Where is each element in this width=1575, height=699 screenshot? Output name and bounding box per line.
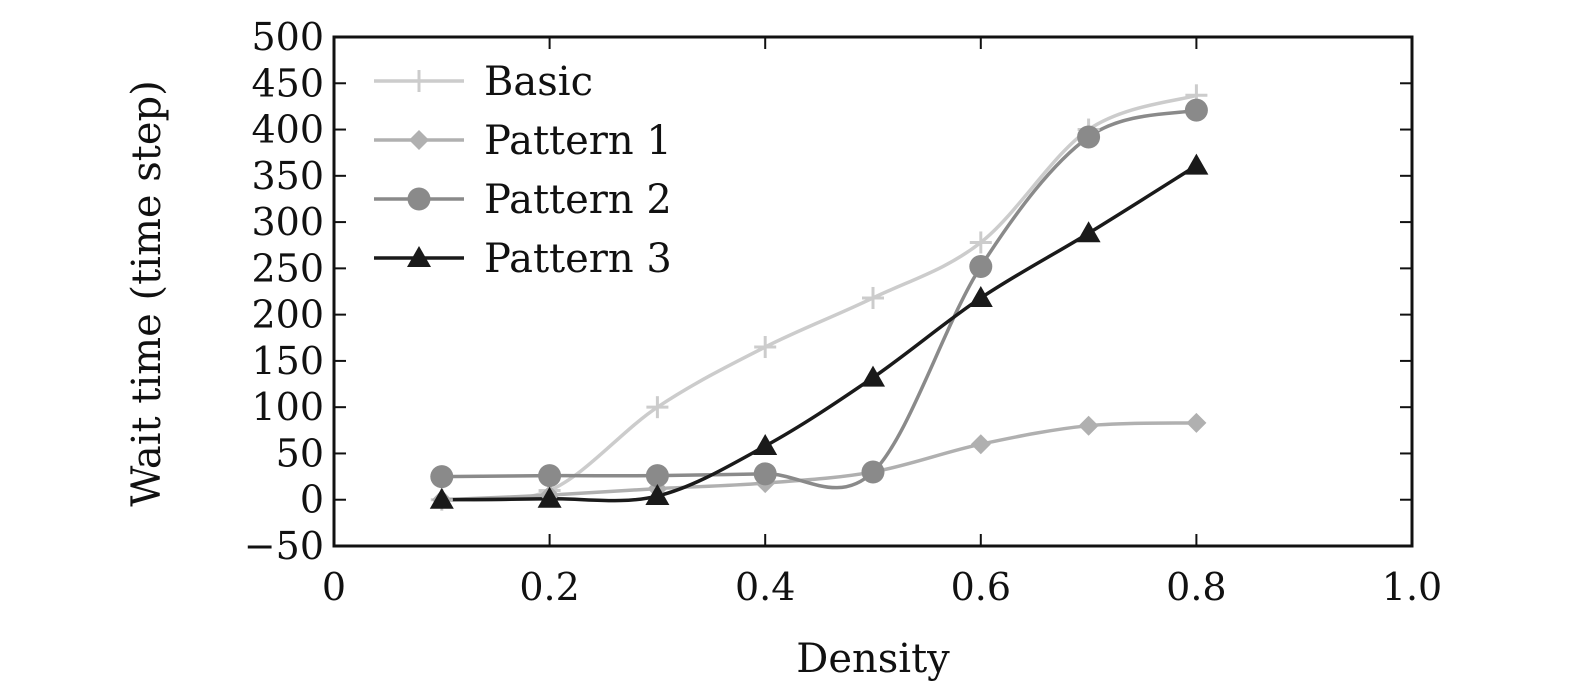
data-point-3 [968, 285, 993, 307]
x-tick-label: 1.0 [1382, 565, 1442, 609]
x-tick-label: 0.4 [735, 565, 795, 609]
legend-item: Pattern 3 [374, 236, 672, 282]
plot-frame [332, 35, 1414, 548]
data-point-3 [537, 486, 562, 508]
legend-label: Pattern 2 [484, 177, 672, 223]
y-tick-label: 100 [251, 385, 324, 429]
y-tick-label: −50 [244, 524, 324, 568]
series-line-0 [441, 93, 1197, 503]
data-point-2 [753, 462, 777, 486]
data-point-3 [429, 487, 454, 509]
x-tick-label: 0.8 [1166, 565, 1226, 609]
legend-item: Basic [374, 59, 593, 105]
x-tick-label: 0 [322, 565, 346, 609]
data-point-2 [1077, 125, 1101, 149]
x-tick-label: 0.6 [951, 565, 1011, 609]
legend-marker [409, 130, 429, 150]
y-tick-label: 50 [276, 431, 324, 475]
y-tick-label: 400 [251, 108, 324, 152]
data-point-2 [969, 255, 993, 279]
data-point-3 [1184, 153, 1209, 175]
x-axis-title: Density [796, 636, 950, 682]
data-point-3 [1076, 221, 1101, 243]
legend-marker [408, 70, 430, 92]
legend: Basic Pattern 1 Pattern 2 Pattern 3 [374, 59, 672, 282]
legend-label: Pattern 1 [484, 118, 672, 164]
series-line-1 [441, 421, 1197, 502]
y-tick-label: 450 [251, 61, 324, 105]
data-point-2 [1184, 98, 1208, 122]
y-tick-label: 200 [251, 293, 324, 337]
y-tick-label: 150 [251, 339, 324, 383]
data-point-2 [430, 465, 454, 489]
legend-marker [407, 246, 431, 267]
data-point-1 [1186, 412, 1207, 433]
series-markers [429, 84, 1209, 511]
y-tick-label: 500 [251, 15, 324, 59]
legend-item: Pattern 1 [374, 118, 672, 164]
legend-label: Pattern 3 [484, 236, 672, 282]
y-tick-label: 250 [251, 246, 324, 290]
x-tick-label: 0.2 [519, 565, 579, 609]
y-tick-label: 300 [251, 200, 324, 244]
data-point-0 [646, 396, 669, 419]
data-point-1 [970, 434, 991, 455]
series-line-2 [441, 108, 1197, 490]
data-point-2 [645, 464, 669, 488]
data-point-1 [1078, 415, 1099, 436]
data-point-3 [753, 434, 778, 456]
data-point-2 [538, 464, 562, 488]
data-point-0 [969, 231, 992, 254]
data-point-3 [861, 365, 885, 387]
legend-marker [407, 187, 431, 211]
data-point-0 [754, 336, 777, 359]
axis-ticks [333, 36, 1413, 547]
y-axis-title: Wait time (time step) [124, 80, 170, 507]
data-point-0 [862, 286, 884, 309]
y-tick-label: 0 [300, 478, 324, 522]
data-point-2 [861, 460, 885, 484]
legend-item: Pattern 2 [374, 177, 672, 223]
legend-label: Basic [484, 59, 593, 105]
data-point-3 [645, 484, 670, 506]
y-tick-label: 350 [251, 154, 324, 198]
